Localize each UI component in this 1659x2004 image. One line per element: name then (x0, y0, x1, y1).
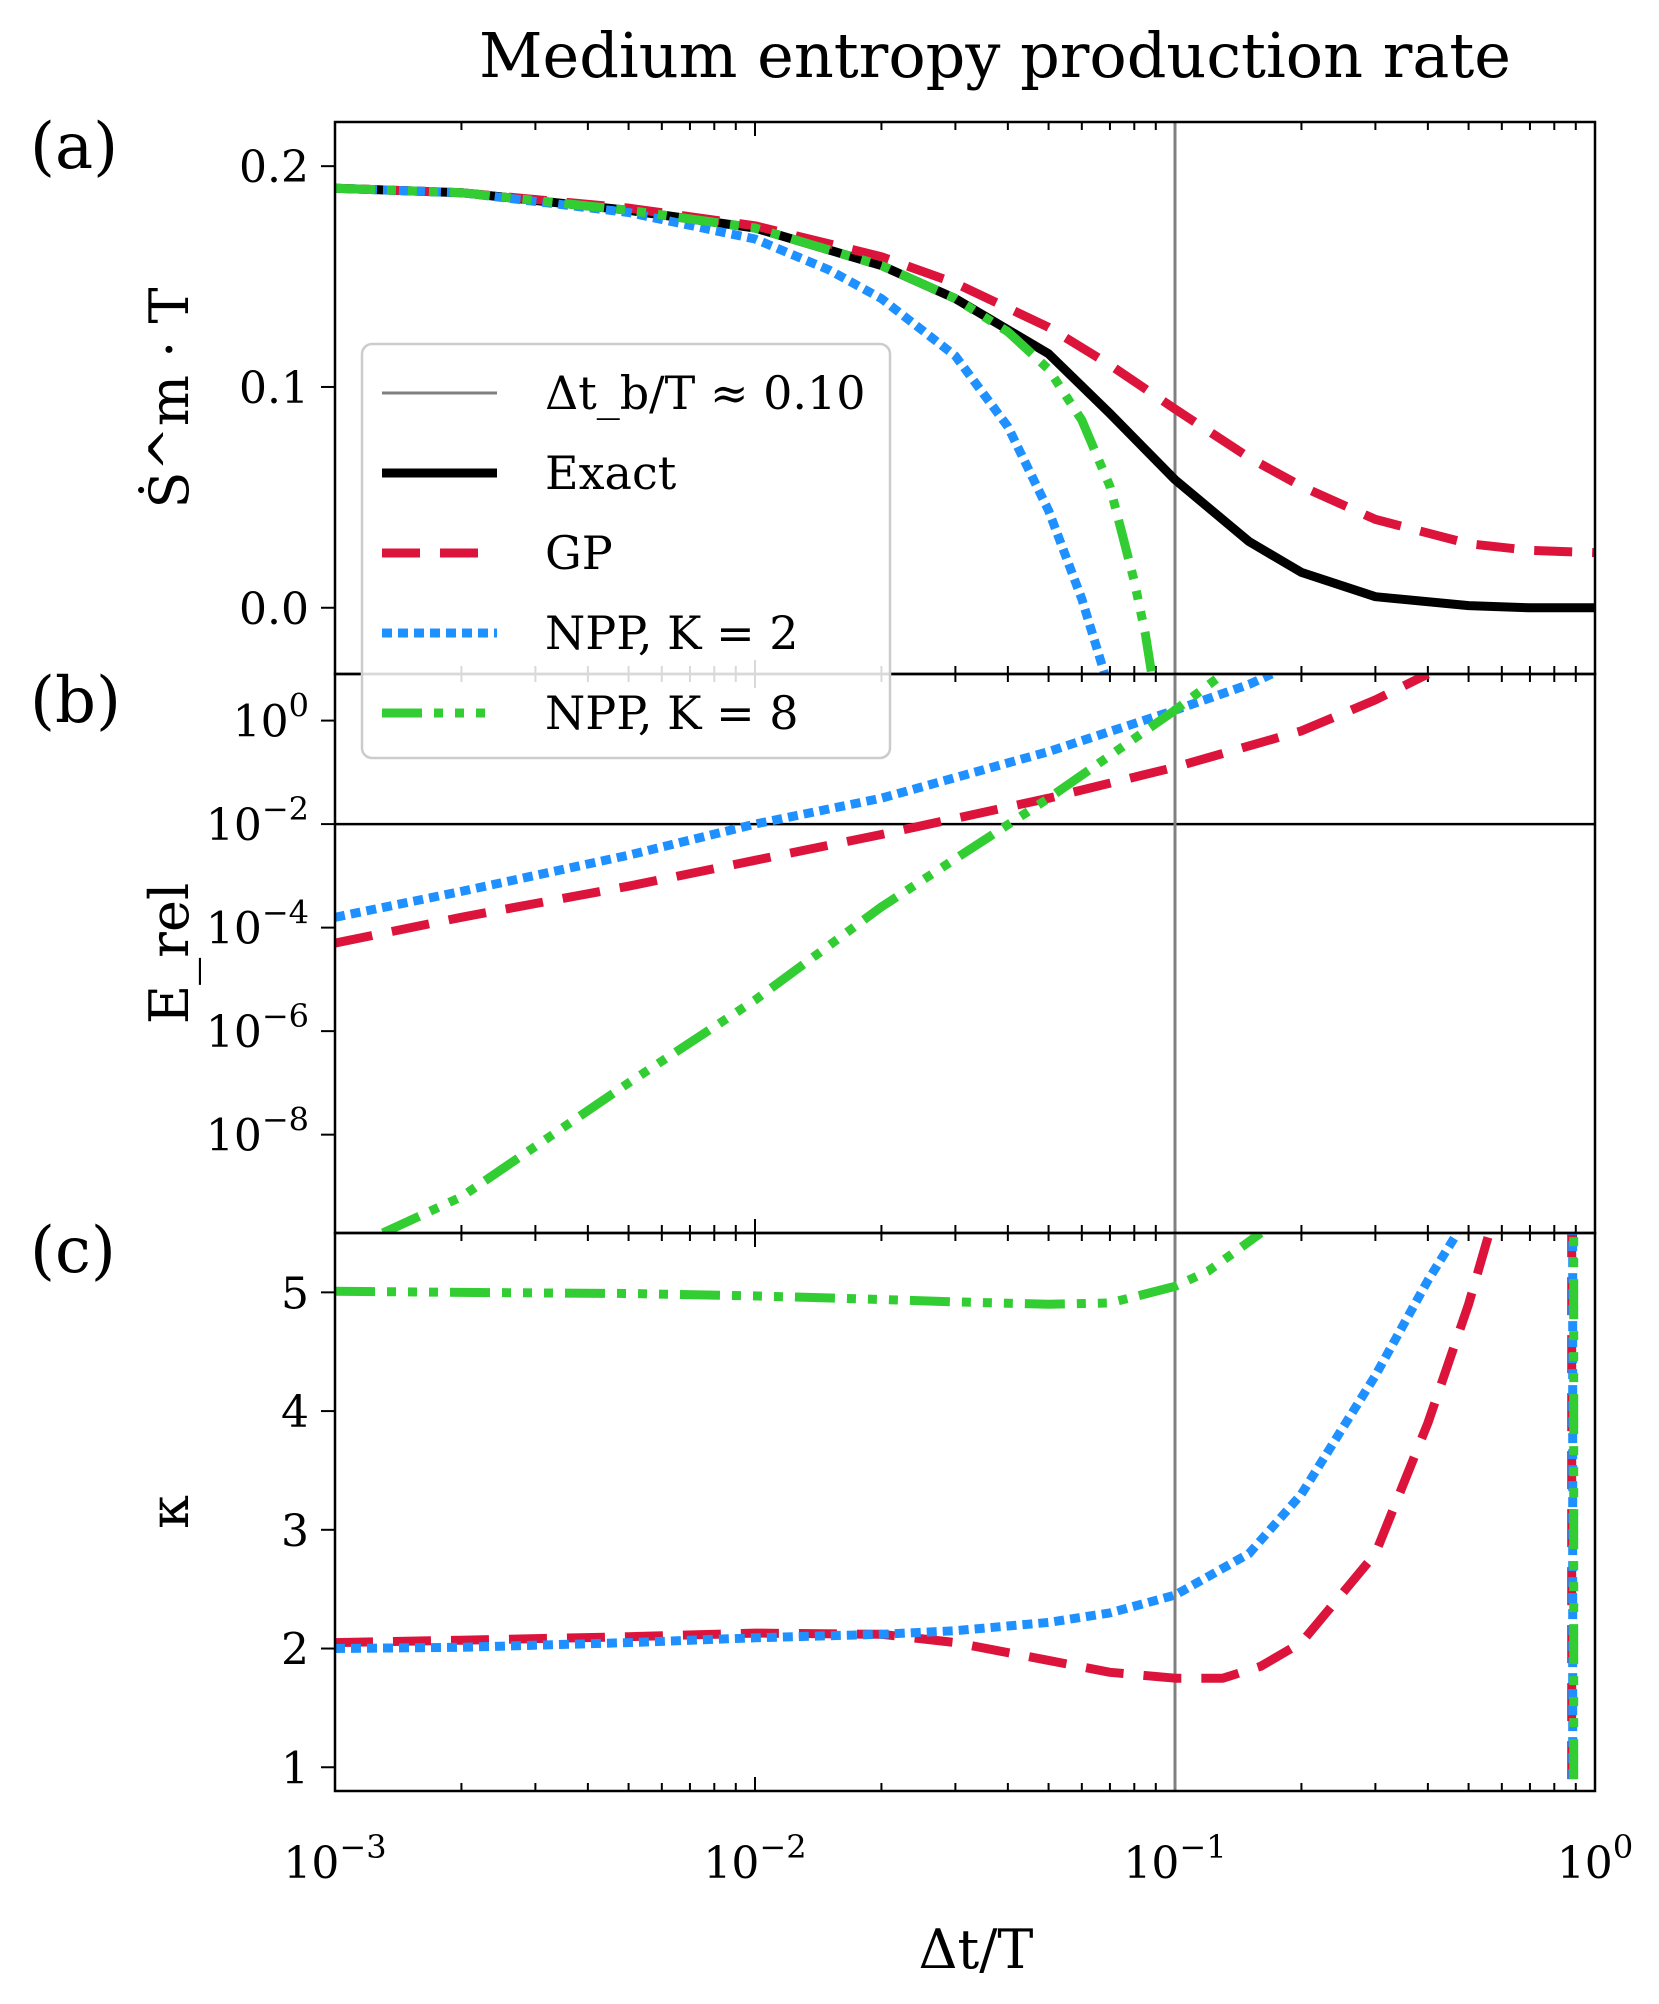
y-axis-label: E_rel (138, 883, 201, 1024)
legend-label-vline: Δt_b/T ≈ 0.10 (545, 366, 866, 420)
panel-label-b: (b) (30, 664, 121, 738)
panel-label-c: (c) (30, 1214, 116, 1288)
y-tick-label: 0.1 (239, 363, 309, 414)
y-tick-label: 1 (281, 1743, 309, 1794)
panel-b: 10−8 10−6 10−4 10−2 100 E_rel (138, 672, 1597, 1235)
series-gp (335, 183, 1595, 558)
series-npp2 (335, 183, 1110, 674)
series-group (335, 674, 1430, 1233)
legend-label-npp2: NPP, K = 2 (545, 606, 799, 660)
series-npp8 (335, 1233, 1264, 1309)
y-axis-label: κ (138, 1495, 201, 1529)
y-tick-label: 10−4 (206, 894, 309, 955)
series-exact (335, 183, 1595, 613)
legend-box (360, 342, 892, 760)
series-npp8 (335, 183, 1157, 674)
x-axis-label: Δt/T (919, 1918, 1034, 1981)
series-npp2 (335, 1233, 1462, 1653)
y-tick-label: 0.2 (239, 142, 309, 193)
y-tick-label: 10−8 (206, 1101, 309, 1162)
series-group (335, 1233, 1579, 1780)
x-tick-label: 100 (1557, 1828, 1633, 1889)
panel-a: 0.0 0.1 0.2 Ṡ^m · T (137, 120, 1597, 676)
series-npp8 (381, 674, 1226, 1233)
legend-label-exact: Exact (545, 446, 677, 500)
series-npp2 (335, 674, 1274, 922)
series-gp (335, 674, 1430, 948)
x-tick-label: 10−3 (283, 1828, 386, 1889)
figure-title: Medium entropy production rate (479, 19, 1511, 92)
y-tick-label: 3 (281, 1506, 309, 1557)
y-axis-label: Ṡ^m · T (137, 288, 201, 509)
legend-label-gp: GP (545, 526, 613, 580)
series-group (335, 183, 1595, 674)
y-tick-label: 10−2 (206, 790, 309, 851)
panels: 0.0 0.1 0.2 Ṡ^m · T 10−8 10−6 10−4 10−2 100 E_rel… (137, 120, 1597, 1794)
x-tick-label: 10−2 (703, 1828, 806, 1889)
y-tick-label: 0.0 (239, 584, 309, 635)
x-axis-ticks: 10−3 10−2 10−1 100 (283, 1828, 1633, 1889)
y-tick-label: 4 (281, 1387, 309, 1438)
panel-c: 1 2 3 4 5 κ (138, 1231, 1597, 1794)
y-tick-label: 100 (233, 687, 309, 748)
y-tick-label: 5 (281, 1268, 309, 1319)
legend: Δt_b/T ≈ 0.10 Exact GP NPP, K = 2 NPP, K = 8 (360, 342, 892, 760)
series-gp (335, 1233, 1494, 1683)
legend-label-npp8: NPP, K = 8 (545, 686, 799, 740)
y-tick-label: 10−6 (206, 997, 309, 1058)
x-tick-label: 10−1 (1123, 1828, 1226, 1889)
panel-label-a: (a) (30, 110, 118, 184)
y-tick-label: 2 (281, 1625, 309, 1676)
panel-frame (333, 1231, 1597, 1793)
